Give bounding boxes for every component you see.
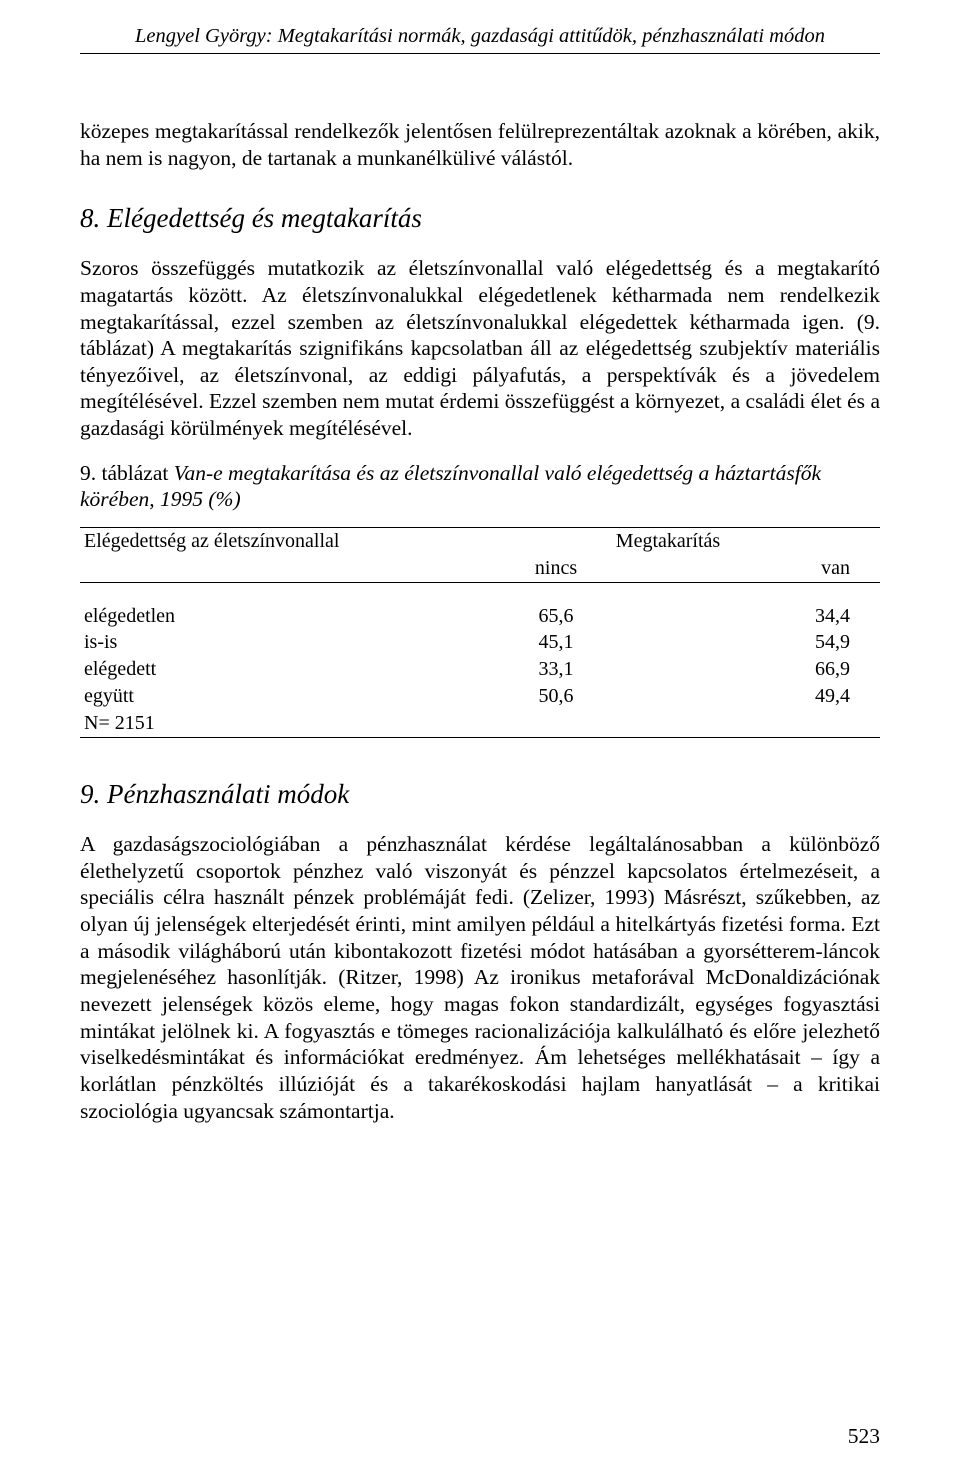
cell-c1: 45,1 [456, 629, 656, 656]
cell-note: N= 2151 [80, 710, 456, 737]
table9-header-left: Elégedettség az életszínvonallal [80, 528, 456, 555]
cell-label: együtt [80, 683, 456, 710]
cell-c2: 49,4 [656, 683, 880, 710]
table9-header-row: Elégedettség az életszínvonallal Megtaka… [80, 528, 880, 555]
intro-paragraph: közepes megtakarítással rendelkezők jele… [80, 118, 880, 171]
table9-spacer [80, 582, 880, 603]
cell-c2: 54,9 [656, 629, 880, 656]
cell-label: is-is [80, 629, 456, 656]
cell-label: elégedetlen [80, 603, 456, 630]
cell-c2: 66,9 [656, 656, 880, 683]
section-8-body: Szoros összefüggés mutatkozik az életszí… [80, 255, 880, 442]
running-header: Lengyel György: Megtakarítási normák, ga… [80, 24, 880, 54]
table9-caption-number: 9. táblázat [80, 461, 168, 485]
table9-header-span: Megtakarítás [456, 528, 880, 555]
table9-subheader-blank [80, 555, 456, 582]
table-row: is-is 45,1 54,9 [80, 629, 880, 656]
table9-caption: 9. táblázat Van-e megtakarítása és az él… [80, 460, 880, 513]
cell-c1: 33,1 [456, 656, 656, 683]
section-9-body: A gazdaságszociológiában a pénzhasználat… [80, 831, 880, 1124]
table9-caption-title: Van-e megtakarítása és az életszínvonall… [80, 461, 821, 512]
table-row: elégedetlen 65,6 34,4 [80, 603, 880, 630]
table-row-note: N= 2151 [80, 710, 880, 737]
section-8-heading: 8. Elégedettség és megtakarítás [80, 202, 880, 235]
cell-c2: 34,4 [656, 603, 880, 630]
table9-subheader-row: nincs van [80, 555, 880, 582]
table9-subheader-c1: nincs [456, 555, 656, 582]
section-9-heading: 9. Pénzhasználati módok [80, 778, 880, 811]
table9: Elégedettség az életszínvonallal Megtaka… [80, 527, 880, 738]
cell-label: elégedett [80, 656, 456, 683]
table9-subheader-c2: van [656, 555, 880, 582]
cell-c1: 65,6 [456, 603, 656, 630]
cell-c1: 50,6 [456, 683, 656, 710]
table-row: együtt 50,6 49,4 [80, 683, 880, 710]
page: Lengyel György: Megtakarítási normák, ga… [0, 0, 960, 1478]
page-number: 523 [848, 1423, 880, 1450]
table-row: elégedett 33,1 66,9 [80, 656, 880, 683]
